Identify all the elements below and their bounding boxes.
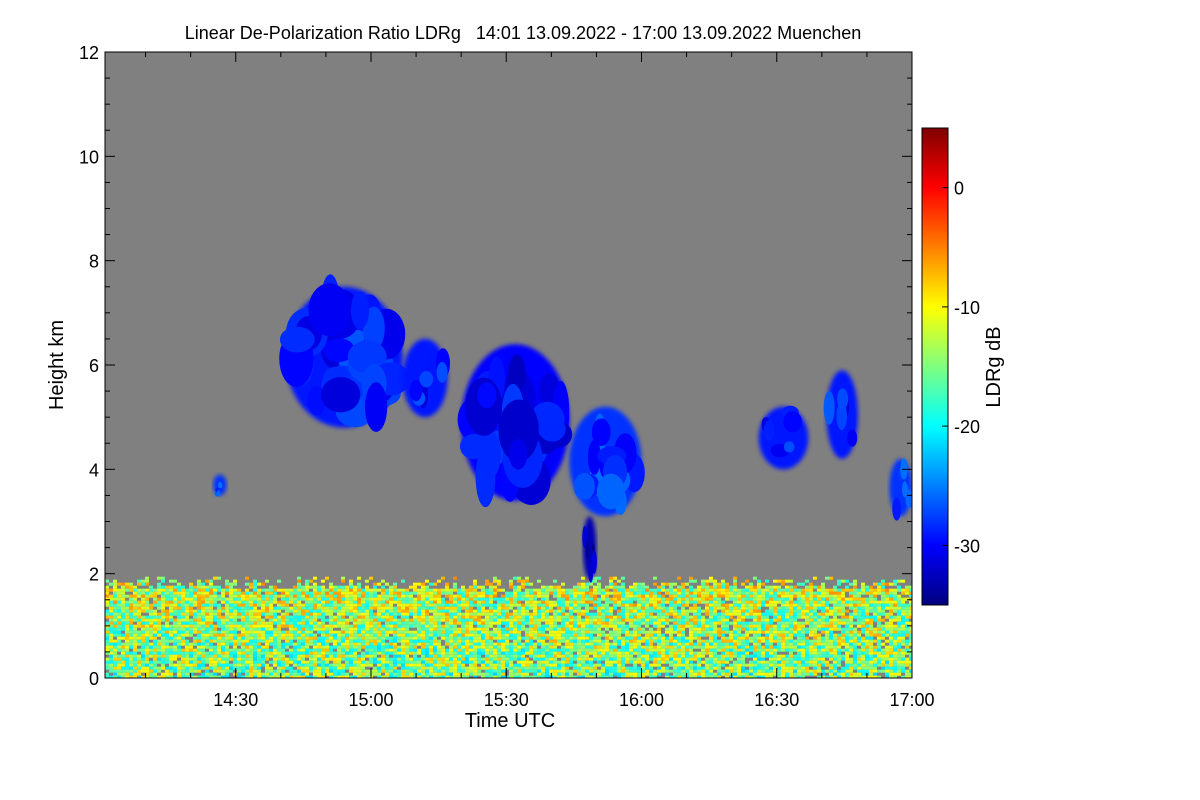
chart-title: Linear De-Polarization Ratio LDRg 14:01 … bbox=[185, 23, 861, 43]
cloud-feature bbox=[279, 274, 410, 432]
fall-streak-feature bbox=[582, 516, 597, 583]
y-tick-label: 0 bbox=[89, 669, 99, 689]
x-tick-label: 16:30 bbox=[754, 690, 799, 710]
cloud-feature bbox=[823, 370, 858, 459]
y-axis-label: Height km bbox=[46, 320, 68, 410]
colorbar-tick-label: 0 bbox=[954, 179, 964, 199]
cloud-feature bbox=[402, 338, 450, 418]
y-tick-label: 10 bbox=[79, 147, 99, 167]
cloud-feature bbox=[213, 474, 227, 497]
data-layer bbox=[105, 274, 912, 678]
colorbar-label: LDRg dB bbox=[983, 326, 1005, 407]
x-tick-label: 15:30 bbox=[484, 690, 529, 710]
boundary-layer-feature bbox=[105, 576, 912, 678]
y-tick-label: 2 bbox=[89, 565, 99, 585]
colorbar-scale bbox=[921, 127, 949, 606]
colorbar: 0 -10 -20 -30 LDRg dB bbox=[921, 127, 1005, 606]
cloud-feature bbox=[569, 406, 645, 517]
y-tick-label: 8 bbox=[89, 252, 99, 272]
colorbar-tick-label: -20 bbox=[954, 417, 980, 437]
y-tick-label: 4 bbox=[89, 460, 99, 480]
cloud-feature bbox=[457, 344, 573, 508]
colorbar-ticks: 0 -10 -20 -30 bbox=[942, 179, 980, 556]
y-tick-label: 12 bbox=[79, 43, 99, 63]
x-axis-label: Time UTC bbox=[465, 710, 555, 732]
x-tick-label: 17:00 bbox=[889, 690, 934, 710]
colorbar-tick-label: -30 bbox=[954, 536, 980, 556]
colorbar-tick-label: -10 bbox=[954, 298, 980, 318]
x-tick-label: 14:30 bbox=[213, 690, 258, 710]
plot-area bbox=[104, 51, 913, 679]
cloud-feature bbox=[889, 458, 912, 521]
x-axis: 14:30 15:00 15:30 16:00 16:30 17:00 bbox=[145, 52, 935, 710]
y-axis: 0 2 4 6 8 10 12 bbox=[79, 43, 912, 689]
x-tick-label: 15:00 bbox=[348, 690, 393, 710]
cloud-feature bbox=[758, 405, 809, 470]
y-tick-label: 6 bbox=[89, 356, 99, 376]
x-tick-label: 16:00 bbox=[619, 690, 664, 710]
